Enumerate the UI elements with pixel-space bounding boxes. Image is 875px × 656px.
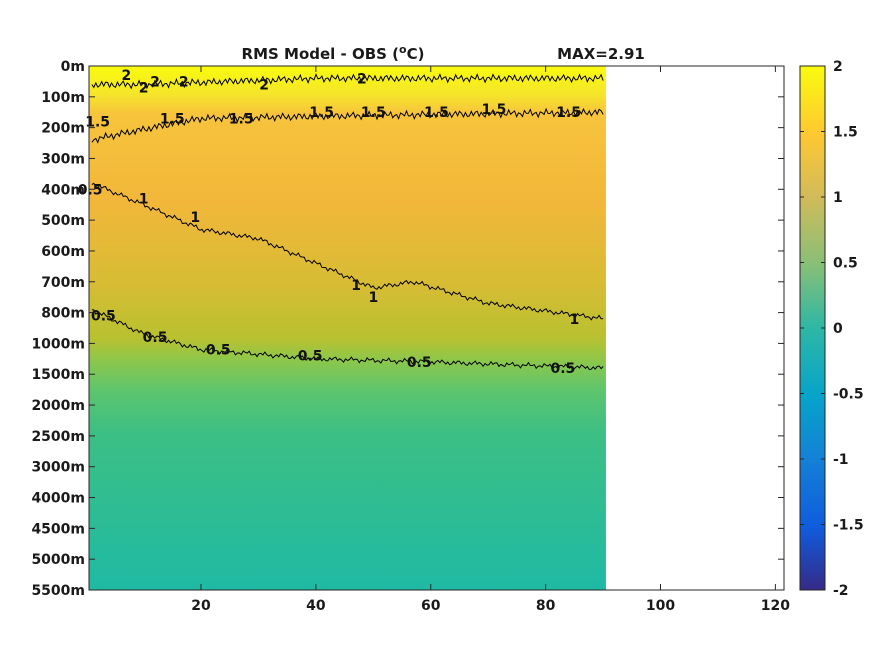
contour-label: 0.5 (78, 182, 103, 198)
x-tick-label: 80 (536, 598, 556, 614)
colorbar-tick-label: -1 (833, 452, 849, 468)
y-tick-label: 200m (41, 121, 85, 137)
y-tick-label: 100m (41, 90, 85, 106)
colorbar-tick-label: -0.5 (833, 387, 864, 403)
contour-label: 1.5 (361, 105, 386, 121)
colorbar-tick-label: -1.5 (833, 518, 864, 534)
contour-label: 0.5 (143, 330, 168, 346)
y-tick-label: 300m (41, 151, 85, 167)
colorbar-tick-label: 1 (833, 190, 843, 206)
chart-title: RMS Model - OBS (oC) (242, 43, 425, 63)
contour-label: 0.5 (550, 361, 575, 377)
contour-label: 0.5 (91, 309, 116, 325)
contour-label: 1.5 (424, 105, 449, 121)
max-label: MAX=2.91 (557, 45, 645, 63)
contour-label: 1.5 (229, 111, 254, 127)
plot-area (89, 66, 606, 590)
contour-label: 1 (368, 290, 378, 306)
x-tick-label: 20 (191, 598, 211, 614)
y-tick-labels: 0m 100m 200m 300m 400m 500m 600m 700m 800m 1000m 1… (31, 59, 85, 599)
colorbar-tick-label: 0 (833, 321, 843, 337)
colorbar-gradient (799, 65, 826, 591)
contour-label: 1.5 (85, 114, 110, 130)
title-text: RMS Model - OBS ( (242, 45, 400, 63)
contour-label: 1.5 (482, 102, 507, 118)
contour-label: 1.5 (556, 105, 581, 121)
x-tick-labels: 20 40 60 80 100 120 (191, 598, 790, 614)
contour-label: 2 (259, 77, 269, 93)
title-superscript: o (399, 43, 407, 56)
colorbar-tick-label: 2 (833, 59, 843, 75)
contour-label: 2 (121, 68, 131, 84)
colorbar-tick-label: -2 (833, 583, 849, 599)
colorbar: 2 1.5 1 0.5 0 -0.5 -1 -1.5 -2 (799, 59, 864, 599)
contour-label: 1 (190, 210, 200, 226)
contour-label: 1 (139, 192, 149, 208)
contour-label: 2 (139, 81, 149, 97)
contour-label: 2 (357, 71, 367, 87)
y-tick-label: 800m (41, 306, 85, 322)
contour-label: 1.5 (309, 105, 334, 121)
contour-lines (91, 73, 604, 371)
y-tick-label: 2500m (31, 429, 85, 445)
contour-label: 0.5 (407, 355, 432, 371)
y-tick-label: 700m (41, 275, 85, 291)
contour-line-2 (91, 73, 604, 90)
contour-label: 0.5 (206, 343, 231, 359)
y-tick-label: 500m (41, 213, 85, 229)
y-tick-label: 5000m (31, 552, 85, 568)
y-tick-label: 1000m (31, 336, 85, 352)
y-tick-label: 4000m (31, 491, 85, 507)
contour-line-1 (91, 182, 604, 321)
y-tick-label: 5500m (31, 583, 85, 599)
title-unit: C) (407, 45, 425, 63)
y-tick-label: 2000m (31, 398, 85, 414)
contour-label: 1 (569, 312, 579, 328)
y-tick-label: 3000m (31, 460, 85, 476)
contour-line-0-5 (91, 309, 604, 371)
colorbar-tick-label: 0.5 (833, 256, 858, 272)
contour-label: 1 (351, 278, 361, 294)
x-tick-label: 60 (421, 598, 441, 614)
x-tick-label: 40 (306, 598, 326, 614)
y-tick-label: 0m (61, 59, 85, 75)
y-tick-label: 4500m (31, 521, 85, 537)
contour-labels: 22 2 2 2 21.5 1.5 1.5 1.5 1.5 1.5 1.5 1.50.5111110.… (78, 68, 581, 377)
colorbar-tick-label: 1.5 (833, 125, 858, 141)
x-tick-label: 120 (761, 598, 790, 614)
contour-label: 0.5 (298, 349, 323, 365)
contour-label: 1.5 (160, 111, 185, 127)
y-tick-label: 400m (41, 182, 85, 198)
heatmap-field (89, 66, 606, 590)
axes (88, 65, 785, 591)
x-tick-label: 100 (646, 598, 675, 614)
contour-label: 2 (179, 74, 189, 90)
contour-line-1-5 (91, 107, 604, 144)
axes-box (88, 65, 785, 591)
contour-label: 2 (150, 74, 160, 90)
y-tick-label: 600m (41, 244, 85, 260)
y-tick-label: 1500m (31, 367, 85, 383)
